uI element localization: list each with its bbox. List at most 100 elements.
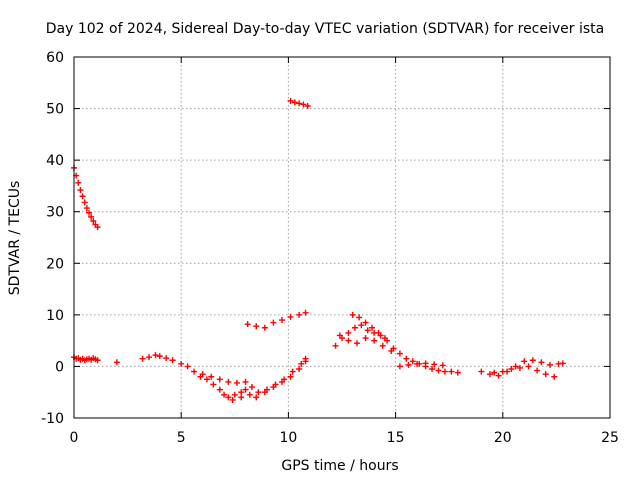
data-point: [345, 329, 352, 336]
chart-title: Day 102 of 2024, Sidereal Day-to-day VTE…: [46, 21, 604, 37]
data-point: [139, 355, 146, 362]
data-point: [362, 335, 369, 342]
data-point: [304, 102, 311, 109]
data-point: [152, 352, 159, 359]
data-point: [296, 366, 303, 373]
data-point: [216, 376, 223, 383]
data-point: [287, 97, 294, 104]
data-point: [542, 371, 549, 378]
data-point: [210, 381, 217, 388]
y-tick-label: 60: [46, 50, 64, 66]
data-point: [403, 355, 410, 362]
data-point: [491, 369, 498, 376]
y-tick-label: -10: [41, 411, 64, 427]
data-point: [538, 359, 545, 366]
data-point: [253, 394, 260, 401]
data-point: [296, 100, 303, 107]
data-point: [94, 357, 101, 364]
data-point: [156, 353, 163, 360]
data-point: [364, 327, 371, 334]
series-afternoon-cluster: [332, 322, 461, 376]
data-point: [516, 364, 523, 371]
data-point: [495, 372, 502, 379]
data-point: [431, 361, 438, 368]
data-point: [246, 391, 253, 398]
data-point: [253, 323, 260, 330]
axis-ticks: [73, 56, 611, 419]
data-point: [229, 396, 236, 403]
data-point: [302, 309, 309, 316]
data-point: [199, 371, 206, 378]
y-axis-title: SDTVAR / TECUs: [7, 181, 23, 296]
data-point: [75, 179, 82, 186]
data-points: [71, 97, 566, 403]
data-point: [422, 360, 429, 367]
x-tick-label: 0: [70, 430, 79, 446]
data-point: [499, 368, 506, 375]
data-point: [208, 373, 215, 380]
data-point: [379, 342, 386, 349]
grid: [74, 57, 610, 418]
data-point: [381, 335, 388, 342]
data-point: [298, 360, 305, 367]
data-point: [287, 373, 294, 380]
data-point: [83, 205, 90, 212]
data-point: [77, 187, 84, 194]
data-point: [238, 389, 245, 396]
data-point: [90, 217, 97, 224]
data-point: [388, 347, 395, 354]
data-point: [203, 376, 210, 383]
data-point: [287, 313, 294, 320]
data-point: [184, 363, 191, 370]
data-point: [278, 317, 285, 324]
data-point: [261, 389, 268, 396]
data-point: [216, 386, 223, 393]
data-point: [302, 358, 309, 365]
data-point: [242, 386, 249, 393]
data-point: [244, 321, 251, 328]
data-point: [478, 368, 485, 375]
data-point: [79, 193, 86, 200]
data-point: [261, 324, 268, 331]
data-point: [81, 199, 88, 206]
data-point: [546, 361, 553, 368]
series-early-cluster: [71, 354, 101, 364]
data-point: [345, 337, 352, 344]
data-point: [508, 366, 515, 373]
y-tick-label: 30: [46, 205, 64, 221]
data-point: [225, 378, 232, 385]
series-evening-arc: [396, 360, 446, 370]
data-point: [221, 391, 228, 398]
series-descending-arc: [71, 164, 101, 231]
series-isolated: [113, 359, 120, 366]
data-point: [270, 384, 277, 391]
data-point: [332, 342, 339, 349]
data-point: [113, 359, 120, 366]
series-morning-arc-2: [199, 371, 249, 386]
data-point: [371, 337, 378, 344]
plot-frame: [73, 56, 611, 419]
data-point: [414, 360, 421, 367]
data-point: [409, 358, 416, 365]
y-tick-label: 40: [46, 153, 64, 169]
data-point: [534, 367, 541, 374]
y-tick-label: 0: [55, 359, 64, 375]
x-tick-label: 15: [387, 430, 405, 446]
y-tick-label: 10: [46, 308, 64, 324]
data-point: [486, 371, 493, 378]
data-point: [369, 324, 376, 331]
data-point: [336, 332, 343, 339]
series-high-cluster: [287, 97, 311, 109]
series-night-arc-2: [491, 363, 558, 380]
data-point: [435, 367, 442, 374]
x-tick-label: 5: [177, 430, 186, 446]
data-point: [255, 389, 262, 396]
data-point: [86, 209, 93, 216]
data-point: [278, 378, 285, 385]
x-axis-title: GPS time / hours: [281, 458, 398, 474]
series-afternoon-cluster-2: [336, 332, 395, 354]
data-point: [296, 311, 303, 318]
data-point: [454, 369, 461, 376]
data-point: [356, 314, 363, 321]
